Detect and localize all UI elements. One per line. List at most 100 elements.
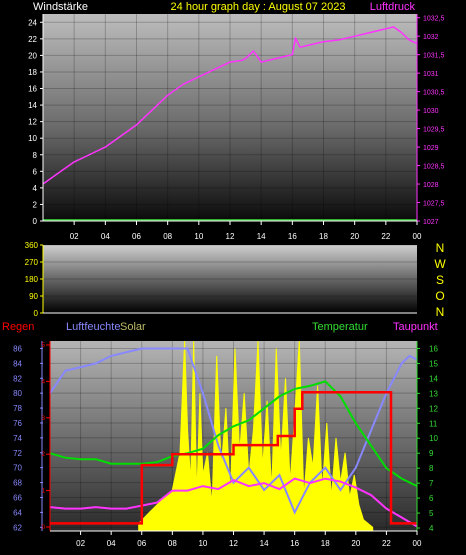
- compass-label: S: [436, 273, 444, 287]
- wind-tick-label: 14: [28, 101, 37, 110]
- pressure-tick-label: 1031: [423, 71, 439, 78]
- temperature-tick-label: 6: [429, 494, 434, 503]
- pressure-tick-label: 1029,5: [423, 127, 445, 134]
- panel1-x-tick-label: 12: [226, 232, 235, 241]
- pressure-axis-title: Luftdruck: [370, 1, 416, 13]
- temperature-tick-label: 12: [429, 404, 438, 413]
- panel3-x-tick-label: 16: [290, 539, 299, 548]
- luftfeuchte-label: Luftfeuchte: [66, 321, 120, 333]
- wind-tick-label: 20: [28, 51, 37, 60]
- wind-tick-label: 22: [28, 35, 37, 44]
- panel1-x-tick-label: 14: [257, 232, 266, 241]
- pressure-series: [42, 26, 418, 185]
- wind-tick-label: 10: [28, 134, 37, 143]
- panel1-x-tick-label: 20: [350, 232, 359, 241]
- dewpoint-line: [49, 477, 418, 528]
- rain-tick-label: 1: [42, 489, 46, 495]
- wind-tick-label: 24: [28, 18, 37, 27]
- pressure-tick-label: 1030: [423, 108, 439, 115]
- wind-pressure-plot-area: [43, 14, 417, 221]
- compass-label: O: [435, 289, 444, 303]
- humidity-tick-label: 62: [13, 523, 22, 532]
- humidity-tick-label: 86: [13, 344, 22, 353]
- temperatur-label: Temperatur: [312, 321, 368, 333]
- panel1-x-tick-label: 06: [132, 232, 141, 241]
- direction-tick-label: 360: [25, 241, 39, 250]
- humidity-tick-label: 78: [13, 404, 22, 413]
- temperature-tick-label: 4: [429, 524, 434, 533]
- pressure-tick-label: 1027,5: [423, 201, 445, 208]
- panel3-x-tick-label: 06: [137, 539, 146, 548]
- panel3-x-tick-label: 10: [198, 539, 207, 548]
- temperature-tick-label: 16: [429, 344, 438, 353]
- pressure-tick-label: 1029: [423, 145, 439, 152]
- panel1-x-tick-label: 18: [319, 232, 328, 241]
- solar-area: [138, 340, 374, 532]
- humidity-tick-label: 72: [13, 449, 22, 458]
- humidity-y-axis: 62 64 66 68 70 72 74 76 78 80 82 84 86: [13, 341, 43, 532]
- wind-axis-title: Windstärke: [33, 1, 88, 13]
- pressure-tick-label: 1028: [423, 182, 439, 189]
- temperature-tick-label: 9: [429, 449, 434, 458]
- temperature-line: [49, 380, 418, 487]
- solar-label: Solar: [120, 321, 146, 333]
- wind-tick-label: 0: [33, 217, 38, 226]
- panel3-x-axis: 02 04 06 08 10 12 14 16 18 20 22 00: [50, 530, 422, 548]
- rain-series: [50, 391, 417, 525]
- humidity-tick-label: 64: [13, 508, 22, 517]
- panel3-x-tick-label: 22: [382, 539, 391, 548]
- panel1-x-tick-label: 00: [413, 232, 422, 241]
- panel3-x-tick-label: 04: [107, 539, 116, 548]
- panel1-x-tick-label: 02: [70, 232, 79, 241]
- compass-label: W: [434, 257, 446, 271]
- humidity-series: [49, 347, 418, 515]
- direction-degree-axis: 0 90 180 270 360: [25, 241, 417, 318]
- panel1-x-axis: 02 04 06 08 10 12 14 16 18 20 22 00: [43, 220, 422, 241]
- regen-label: Regen: [2, 321, 34, 333]
- rain-line: [50, 391, 417, 525]
- pressure-tick-label: 1031,5: [423, 53, 445, 60]
- dewpoint-series: [49, 477, 418, 528]
- wind-tick-label: 4: [33, 184, 38, 193]
- panel1-x-tick-label: 10: [194, 232, 203, 241]
- direction-tick-label: 90: [29, 292, 38, 301]
- chart-title: 24 hour graph day : August 07 2023: [171, 1, 346, 13]
- direction-tick-label: 0: [34, 309, 39, 318]
- wind-tick-label: 2: [33, 200, 38, 209]
- panel1-x-tick-label: 22: [381, 232, 390, 241]
- wind-tick-label: 8: [33, 151, 38, 160]
- compass-label: N: [436, 241, 445, 255]
- temperature-tick-label: 10: [429, 434, 438, 443]
- pressure-tick-label: 1032,5: [423, 16, 445, 23]
- humidity-tick-label: 82: [13, 374, 22, 383]
- panel3-x-tick-label: 08: [168, 539, 177, 548]
- pressure-tick-label: 1028,5: [423, 164, 445, 171]
- pressure-y-axis: 1027 1027,5 1028 1028,5 1029 1029,5 1030 1030,5…: [416, 14, 445, 226]
- temperature-tick-label: 8: [429, 464, 434, 473]
- wind-pressure-grid: [43, 14, 418, 222]
- rain-tick-label: 0: [42, 525, 46, 531]
- wind-tick-label: 18: [28, 68, 37, 77]
- temperature-tick-label: 13: [429, 389, 438, 398]
- temperature-y-axis: 4 5 6 7 8 9 10 11 12 13 14 15 16: [416, 341, 438, 533]
- wind-tick-label: 16: [28, 85, 37, 94]
- wind-tick-label: 12: [28, 118, 37, 127]
- humidity-tick-label: 80: [13, 389, 22, 398]
- temperature-tick-label: 5: [429, 509, 434, 518]
- temperature-tick-label: 15: [429, 359, 438, 368]
- panel3-x-tick-label: 20: [351, 539, 360, 548]
- direction-tick-label: 270: [25, 258, 39, 267]
- temperature-series: [49, 380, 418, 487]
- temperature-tick-label: 11: [429, 419, 438, 428]
- panel1-x-tick-label: 04: [101, 232, 110, 241]
- rain-tick-label: 5: [42, 343, 46, 349]
- pressure-line: [42, 26, 418, 185]
- wind-tick-label: 6: [33, 167, 38, 176]
- rain-tick-label: 2: [42, 452, 46, 458]
- temperature-tick-label: 14: [429, 374, 438, 383]
- rain-tick-label: 3: [42, 416, 46, 422]
